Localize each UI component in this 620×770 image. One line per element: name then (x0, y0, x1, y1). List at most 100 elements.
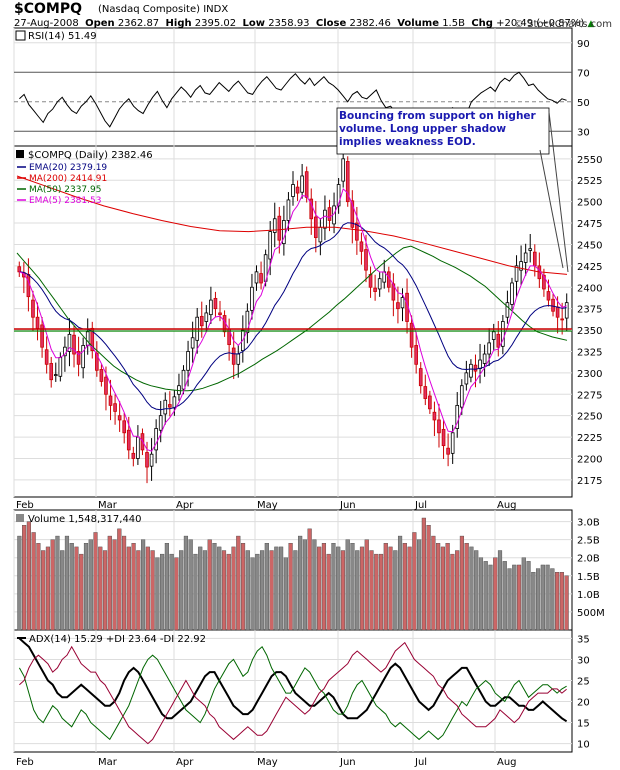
volume-bar (112, 539, 117, 631)
candle-body (149, 453, 154, 467)
volume-bar (369, 550, 374, 631)
volume-bar (207, 539, 212, 631)
volume-bar (516, 564, 522, 631)
candle-body (373, 287, 377, 292)
legend-entry: EMA(5) 2381.53 (29, 196, 101, 206)
volume-bar (236, 535, 241, 631)
rsi-tick-label: 50 (577, 98, 590, 109)
candle-body (259, 273, 263, 284)
volume-bar (431, 535, 436, 631)
candle-body (309, 198, 314, 220)
price-tick-label: 2175 (577, 476, 602, 487)
candle-body (186, 351, 190, 371)
volume-bar (188, 539, 193, 631)
rsi-tick-label: 70 (577, 68, 590, 79)
adx-line (18, 637, 568, 723)
candle-body (459, 385, 464, 408)
month-tick-label: Jul (414, 757, 427, 768)
volume-bar (455, 550, 460, 631)
volume-bar (397, 535, 403, 631)
candle-body (76, 351, 81, 365)
volume-bar (231, 546, 236, 631)
candle-body (423, 386, 428, 399)
candle-body (510, 282, 514, 305)
volume-bar (55, 535, 60, 631)
annotation-pointer (548, 111, 569, 273)
triangle-up-icon: ▲ (587, 19, 595, 29)
volume-bar (388, 546, 393, 631)
volume-tick-label: 3.0B (577, 518, 600, 529)
month-tick-label: Apr (176, 500, 194, 511)
volume-legend-swatch (16, 514, 24, 522)
brand[interactable]: © StockCharts.com (514, 19, 612, 30)
volume-bar (564, 575, 569, 631)
candle-body (72, 334, 76, 355)
annotation-pointer (539, 149, 564, 269)
candle-body (519, 261, 523, 271)
month-tick-label: Apr (176, 757, 194, 768)
candle-body (58, 357, 63, 377)
volume-bar (179, 550, 184, 631)
volume-title: Volume 1,548,317,440 (28, 514, 142, 525)
candle-body (514, 265, 519, 282)
volume-bar (169, 553, 174, 631)
candle-body (396, 302, 400, 310)
candle-body (190, 337, 195, 349)
candle-body (81, 345, 85, 369)
copyright-icon: © (513, 19, 524, 30)
legend-entry: EMA(20) 2379.19 (29, 163, 107, 173)
candle-body (122, 420, 127, 434)
volume-bar (64, 535, 70, 631)
candle-body (359, 241, 364, 252)
candle-body (336, 184, 341, 207)
candle-body (341, 158, 345, 182)
candle-body (564, 302, 569, 319)
candle-body (158, 415, 163, 431)
volume-bar (440, 546, 445, 631)
candle-body (478, 359, 482, 369)
plus-di-line (18, 646, 567, 741)
price-tick-label: 2200 (577, 454, 602, 465)
price-tick-label: 2425 (577, 262, 602, 273)
volume-bar (512, 564, 517, 631)
volume-tick-label: 2.0B (577, 554, 600, 565)
volume-bar (174, 557, 179, 631)
volume-bar (150, 550, 155, 631)
volume-bar (136, 550, 141, 631)
candle-body (491, 331, 496, 340)
candle-body (437, 419, 441, 434)
volume-bar (298, 535, 303, 631)
price-legend-swatch (16, 150, 24, 158)
volume-bar (417, 539, 422, 631)
volume-bar (474, 550, 479, 631)
volume-bar (535, 568, 541, 631)
candle-body (318, 226, 323, 243)
volume-bar (464, 543, 469, 631)
candle-body (523, 252, 528, 263)
chg-value: +20.49 (+0.87%) (496, 18, 585, 29)
volume-bar (60, 550, 65, 631)
candle-body (551, 298, 555, 312)
candle-body (108, 395, 113, 406)
month-tick-label: Jun (339, 757, 356, 768)
volume-bar (340, 550, 346, 631)
volume-bar (131, 543, 136, 631)
rsi-tick-label: 90 (577, 39, 590, 50)
price-tick-label: 2400 (577, 283, 602, 294)
quote-line: 27-Aug-2008 Open 2362.87 High 2395.02 Lo… (14, 18, 594, 29)
adx-tick-label: 35 (577, 634, 590, 645)
volume-bar (359, 546, 365, 631)
volume-bar (407, 546, 412, 631)
candle-body (428, 395, 432, 410)
candle-body (126, 429, 131, 451)
volume-bar (545, 564, 550, 631)
candle-body (204, 312, 209, 322)
price-tick-label: 2350 (577, 326, 602, 337)
volume-bar (88, 539, 93, 631)
chg-label: Chg (471, 18, 493, 29)
candle-body (282, 220, 286, 244)
volume-bar (22, 525, 27, 631)
volume-bar (193, 553, 198, 631)
volume-bar (279, 546, 284, 631)
candle-body (236, 353, 241, 365)
